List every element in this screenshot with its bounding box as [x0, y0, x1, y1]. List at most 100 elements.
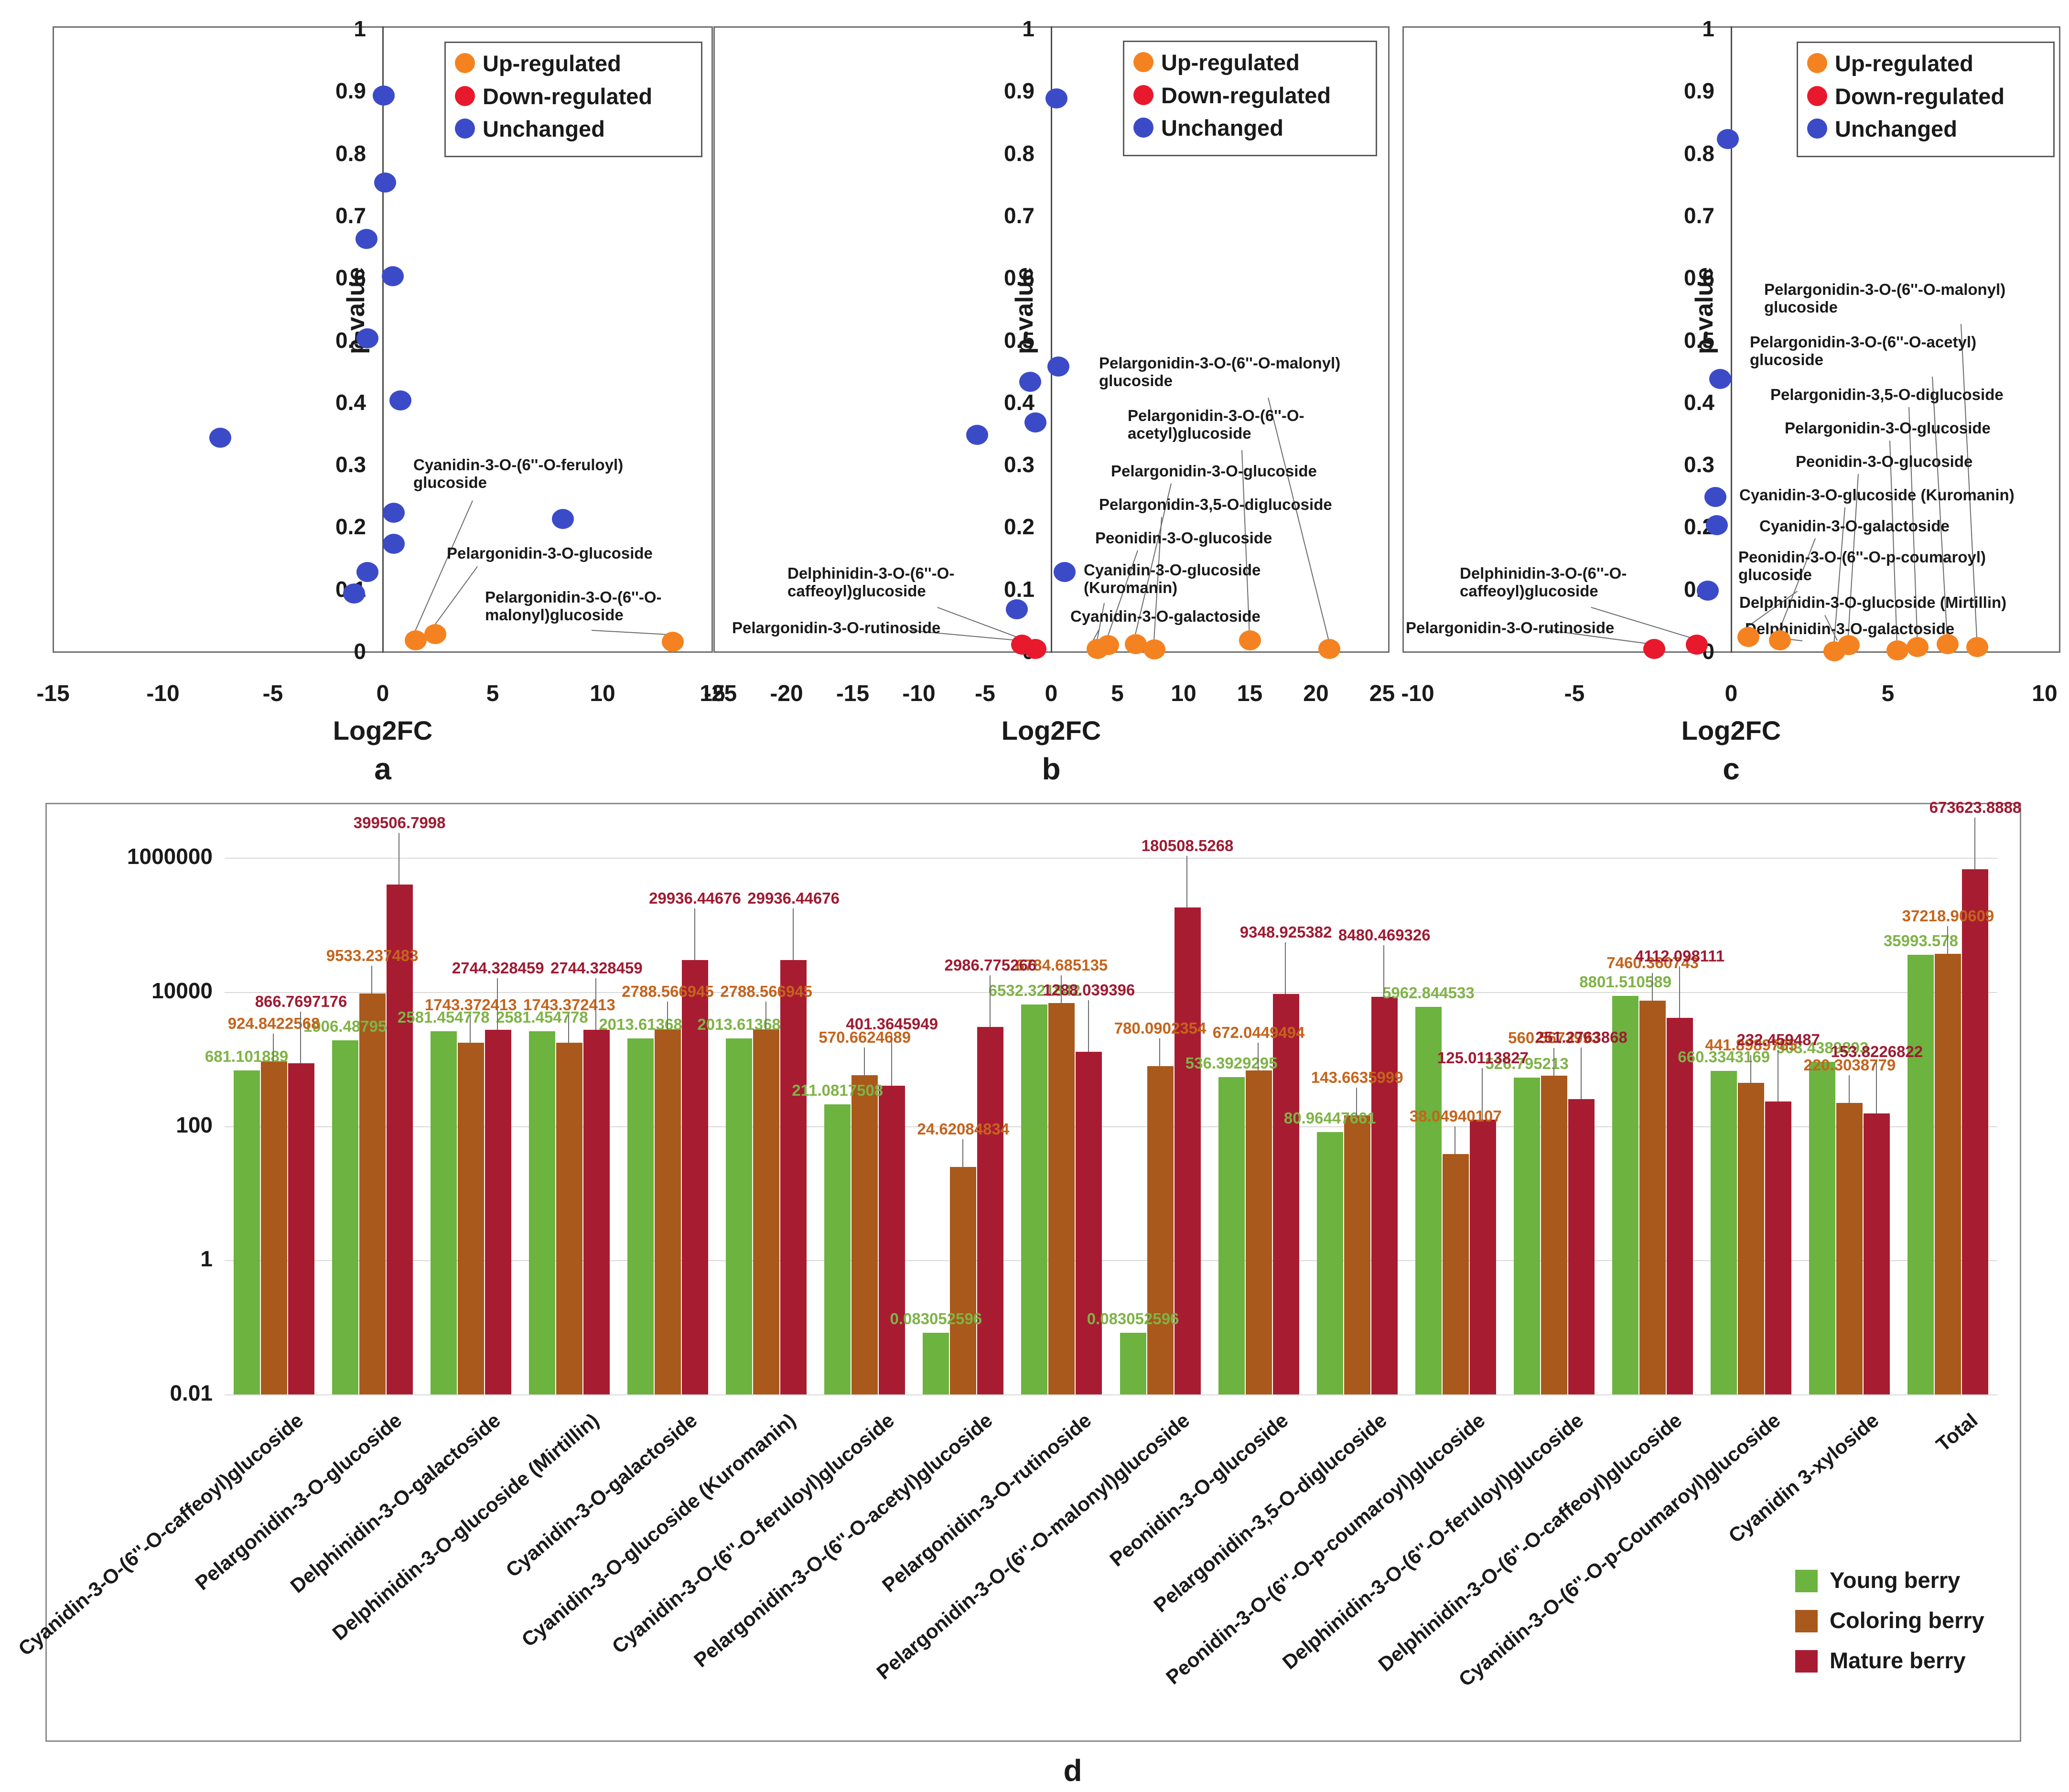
- bar-young-berry: [1612, 995, 1639, 1394]
- legend-label: Down-regulated: [483, 83, 653, 109]
- annotation-label: Pelargonidin-3-O-(6''-O-acetyl)glucoside: [1750, 333, 1977, 368]
- scatter-point-unchanged: [1053, 561, 1076, 582]
- bar-label-leader: [765, 1001, 766, 1029]
- x-tick-label: -5: [1564, 681, 1585, 706]
- bar-value-label: 780.0902354: [1114, 1019, 1207, 1037]
- x-tick-label: 5: [1881, 681, 1895, 706]
- unchanged-legend-dot: [455, 119, 475, 139]
- bar-young-berry: [332, 1040, 358, 1394]
- bar-label-leader: [962, 1139, 963, 1167]
- y-tick-label: 0: [354, 639, 366, 664]
- y-axis-title: p-value: [342, 267, 370, 355]
- y-tick-label: 0.4: [335, 389, 366, 415]
- x-axis-title: Log2FC: [333, 715, 433, 745]
- bar-mature-berry: [1962, 869, 1989, 1394]
- bar-value-label: 37218.90609: [1902, 907, 1994, 925]
- bar-mature-berry: [1076, 1051, 1102, 1394]
- bar-mature-berry: [1864, 1113, 1890, 1394]
- bar-label-leader: [470, 1015, 471, 1043]
- annotation-label: Cyanidin-3-O-glucoside (Kuromanin): [1739, 486, 2015, 504]
- bar-label-leader: [1750, 1055, 1751, 1083]
- bar-young-berry: [1907, 954, 1934, 1394]
- x-tick-label: 15: [1237, 681, 1263, 706]
- scatter-point-up: [1936, 634, 1959, 654]
- bar-value-label: 681.101889: [205, 1047, 289, 1065]
- scatter-point-unchanged: [1024, 412, 1046, 432]
- bar-coloring-berry: [1344, 1115, 1370, 1394]
- down-regulated-legend-dot: [1807, 86, 1827, 106]
- scatter-legend: [444, 42, 702, 157]
- annotation-label: Delphinidin-3-O-(6''-O-caffeoyl)glucosid…: [787, 564, 955, 600]
- legend-label: Unchanged: [1161, 115, 1283, 141]
- y-tick-label: 0.5: [1684, 327, 1714, 353]
- x-tick-label: 0: [376, 681, 389, 706]
- bar-young-berry: [923, 1332, 949, 1394]
- scatter-point-unchanged: [1706, 515, 1728, 535]
- bar-label-leader: [371, 965, 373, 993]
- bar-young-berry: [627, 1038, 654, 1394]
- bar-mature-berry: [780, 960, 807, 1394]
- bar-value-label: 29936.44676: [649, 889, 741, 907]
- y-tick-label: 0.9: [335, 78, 366, 104]
- scatter-point-up: [1907, 637, 1929, 658]
- bar-value-label: 0.083052596: [890, 1309, 982, 1328]
- bar-coloring-berry: [359, 993, 386, 1394]
- annotation-label: Pelargonidin-3-O-glucoside: [1111, 462, 1317, 480]
- bar-label-leader: [1159, 1038, 1161, 1067]
- bar-value-label: 903.4389893: [1776, 1039, 1869, 1057]
- down-regulated-legend-dot: [455, 86, 475, 106]
- bar-label-leader: [1679, 966, 1680, 1018]
- y-tick-label: 0.9: [1684, 78, 1714, 104]
- legend-label: Up-regulated: [483, 51, 621, 76]
- y-tick-label: 0.2: [335, 514, 366, 540]
- bar-label-leader: [1186, 856, 1188, 908]
- bar-value-label: 660.3343169: [1678, 1048, 1770, 1066]
- bar-value-label: 80.96447661: [1283, 1109, 1376, 1127]
- bar-mature-berry: [485, 1029, 511, 1394]
- scatter-point-unchanged: [356, 561, 378, 582]
- bar-value-label: 24.62084834: [917, 1120, 1010, 1138]
- x-tick-label: 25: [1369, 681, 1395, 706]
- scatter-point-unchanged: [1045, 88, 1068, 109]
- x-tick-label: -5: [975, 681, 995, 706]
- bar-young-berry: [824, 1104, 851, 1394]
- annotation-label: Pelargonidin-3,5-O-diglucoside: [1099, 496, 1332, 513]
- bar-value-label: 29936.44676: [747, 889, 840, 907]
- bar-coloring-berry: [1245, 1070, 1272, 1394]
- scatter-point-up: [405, 630, 427, 650]
- bar-label-leader: [497, 978, 498, 1030]
- bar-young-berry: [233, 1070, 260, 1394]
- bar-value-label: 7460.360743: [1606, 953, 1699, 972]
- scatter-point-up: [1097, 635, 1120, 656]
- bar-label-leader: [1974, 818, 1975, 870]
- annotation-label: Pelargonidin-3-O-(6''-O-malonyl)glucosid…: [1099, 354, 1341, 389]
- bar-mature-berry: [1667, 1017, 1693, 1394]
- up-regulated-legend-dot: [1133, 52, 1153, 72]
- x-tick-label: 20: [1303, 681, 1329, 706]
- y-tick-label: 1: [1702, 16, 1714, 41]
- x-tick-label: -15: [836, 681, 870, 706]
- scatter-point-up: [1125, 634, 1147, 654]
- x-tick-label: -20: [770, 681, 803, 706]
- y-axis-title: p-value: [1691, 267, 1718, 355]
- annotation-label: Peonidin-3-O-glucoside: [1095, 529, 1272, 547]
- bar-value-label: 2788.566945: [622, 982, 714, 1000]
- bar-value-label: 2744.328459: [550, 959, 643, 977]
- annotation-label: Pelargonidin-3-O-rutinoside: [1406, 619, 1615, 637]
- legend-label: Unchanged: [1835, 116, 1957, 142]
- x-tick-label: -25: [703, 681, 737, 706]
- scatter-point-down: [1643, 639, 1666, 659]
- x-tick-label: -10: [1401, 681, 1434, 706]
- bar-value-label: 6532.321842: [988, 981, 1081, 999]
- y-tick-label: 0.2: [1004, 514, 1034, 540]
- scatter-point-up: [424, 624, 447, 644]
- legend-label: Young berry: [1830, 1567, 1961, 1593]
- y-tick-label: 0.7: [1004, 203, 1034, 228]
- scatter-point-unchanged: [355, 228, 377, 249]
- legend-label: Unchanged: [483, 116, 605, 142]
- x-tick-label: 5: [486, 681, 499, 706]
- bar-coloring-berry: [753, 1029, 780, 1394]
- scatter-point-unchanged: [1696, 580, 1719, 601]
- legend-label: Up-regulated: [1161, 50, 1300, 75]
- bar-value-label: 1743.372413: [523, 996, 615, 1014]
